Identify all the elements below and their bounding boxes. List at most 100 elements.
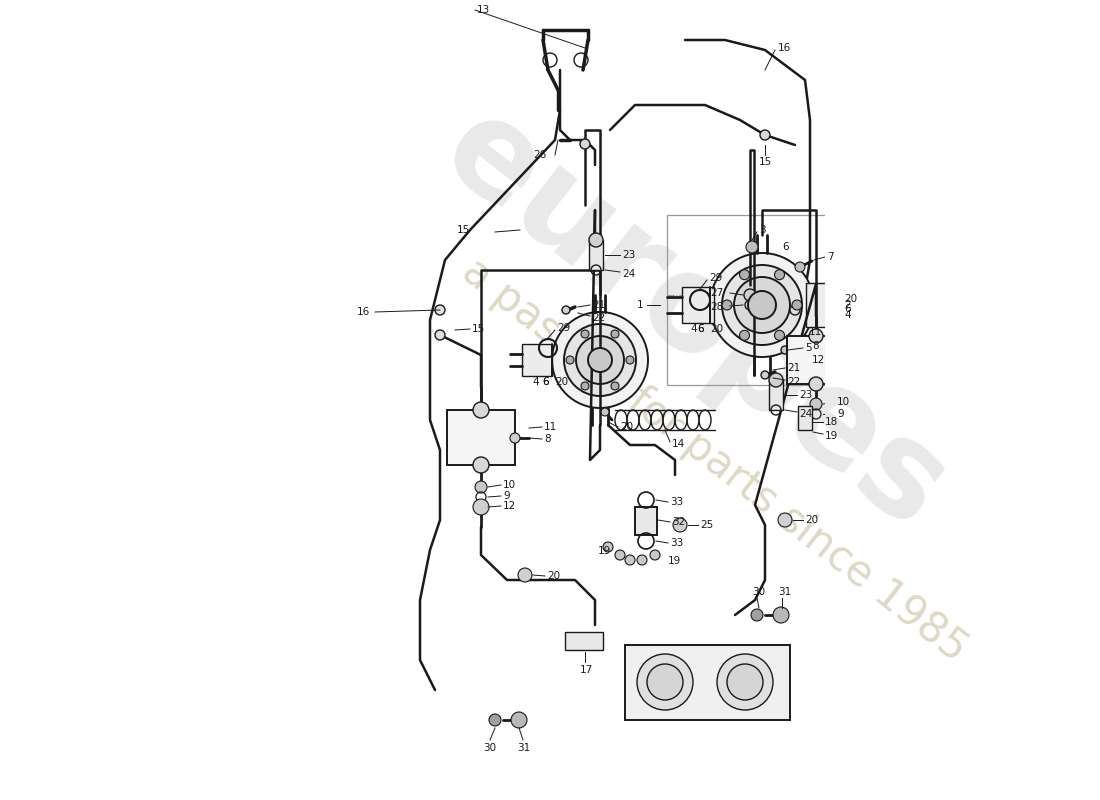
- Text: 23: 23: [799, 390, 812, 400]
- Text: 6: 6: [697, 324, 704, 334]
- Circle shape: [625, 555, 635, 565]
- Text: 4: 4: [844, 310, 850, 320]
- Bar: [786, 336, 845, 384]
- Circle shape: [795, 262, 805, 272]
- Circle shape: [751, 609, 763, 621]
- Text: 27: 27: [710, 288, 724, 298]
- Text: 17: 17: [580, 665, 593, 675]
- Text: 20: 20: [844, 294, 857, 304]
- Circle shape: [610, 382, 619, 390]
- Text: 20: 20: [805, 515, 818, 525]
- Circle shape: [588, 233, 603, 247]
- Text: 6: 6: [542, 377, 549, 387]
- Text: 6: 6: [782, 242, 789, 252]
- Text: 18: 18: [825, 417, 838, 427]
- Bar: [447, 410, 515, 465]
- Bar: [667, 215, 842, 385]
- Bar: [798, 406, 812, 430]
- Circle shape: [434, 330, 446, 340]
- Text: 21: 21: [786, 363, 801, 373]
- Circle shape: [722, 300, 732, 310]
- Circle shape: [778, 513, 792, 527]
- Text: 22: 22: [592, 313, 605, 323]
- Circle shape: [473, 499, 490, 515]
- Text: 16: 16: [778, 43, 791, 53]
- Text: 19: 19: [598, 546, 612, 556]
- Text: 21: 21: [592, 300, 605, 310]
- Text: 20: 20: [556, 377, 568, 387]
- Text: 14: 14: [672, 439, 685, 449]
- Circle shape: [475, 481, 487, 493]
- Text: 32: 32: [672, 517, 685, 527]
- Circle shape: [510, 433, 520, 443]
- Circle shape: [773, 607, 789, 623]
- Circle shape: [739, 330, 749, 340]
- Bar: [625, 645, 790, 720]
- Text: 6: 6: [844, 304, 850, 314]
- Text: 25: 25: [700, 520, 713, 530]
- Circle shape: [581, 382, 589, 390]
- Circle shape: [626, 356, 634, 364]
- Circle shape: [610, 330, 619, 338]
- Text: 1: 1: [637, 300, 644, 310]
- Text: 11: 11: [544, 422, 558, 432]
- Text: 13: 13: [477, 5, 491, 15]
- Text: 15: 15: [456, 225, 471, 235]
- Circle shape: [774, 270, 784, 280]
- Circle shape: [746, 241, 758, 253]
- Text: 10: 10: [837, 397, 850, 407]
- Text: 7: 7: [827, 252, 834, 262]
- Text: 29: 29: [710, 273, 723, 283]
- Text: 6: 6: [697, 324, 704, 334]
- Circle shape: [769, 373, 783, 387]
- Circle shape: [512, 712, 527, 728]
- Bar: [522, 344, 552, 376]
- Text: 9: 9: [837, 409, 844, 419]
- Circle shape: [581, 330, 589, 338]
- Text: 24: 24: [621, 269, 636, 279]
- Circle shape: [774, 330, 784, 340]
- Text: 33: 33: [670, 538, 683, 548]
- Text: 31: 31: [517, 743, 530, 753]
- Circle shape: [576, 336, 624, 384]
- Circle shape: [808, 329, 823, 343]
- Circle shape: [588, 348, 612, 372]
- Circle shape: [840, 355, 850, 365]
- Circle shape: [552, 312, 648, 408]
- Text: 20: 20: [547, 571, 560, 581]
- Text: 15: 15: [759, 157, 772, 167]
- Text: 4: 4: [690, 324, 696, 334]
- Circle shape: [603, 542, 613, 552]
- Text: 4: 4: [532, 377, 539, 387]
- Circle shape: [717, 654, 773, 710]
- Text: 8: 8: [544, 434, 551, 444]
- Text: 8: 8: [812, 341, 818, 351]
- Text: 23: 23: [621, 250, 636, 260]
- Circle shape: [473, 457, 490, 473]
- Text: 11: 11: [808, 327, 823, 337]
- Bar: [806, 283, 832, 327]
- Text: 15: 15: [472, 324, 485, 334]
- Text: 9: 9: [503, 491, 509, 501]
- Bar: [635, 507, 657, 535]
- Bar: [769, 380, 783, 410]
- Text: 12: 12: [503, 501, 516, 511]
- Text: 20: 20: [710, 324, 723, 334]
- Text: 10: 10: [503, 480, 516, 490]
- Text: 2: 2: [844, 300, 850, 310]
- Circle shape: [673, 518, 688, 532]
- Circle shape: [744, 289, 756, 301]
- Circle shape: [637, 654, 693, 710]
- Circle shape: [760, 130, 770, 140]
- Circle shape: [601, 408, 609, 416]
- Circle shape: [650, 550, 660, 560]
- Text: 30: 30: [752, 587, 766, 597]
- Text: 20: 20: [620, 422, 634, 432]
- Text: 5: 5: [805, 343, 812, 353]
- Circle shape: [710, 253, 814, 357]
- Text: 26: 26: [534, 150, 547, 160]
- Circle shape: [790, 305, 800, 315]
- Text: 24: 24: [799, 409, 812, 419]
- Bar: [682, 287, 714, 323]
- Text: 30: 30: [483, 743, 496, 753]
